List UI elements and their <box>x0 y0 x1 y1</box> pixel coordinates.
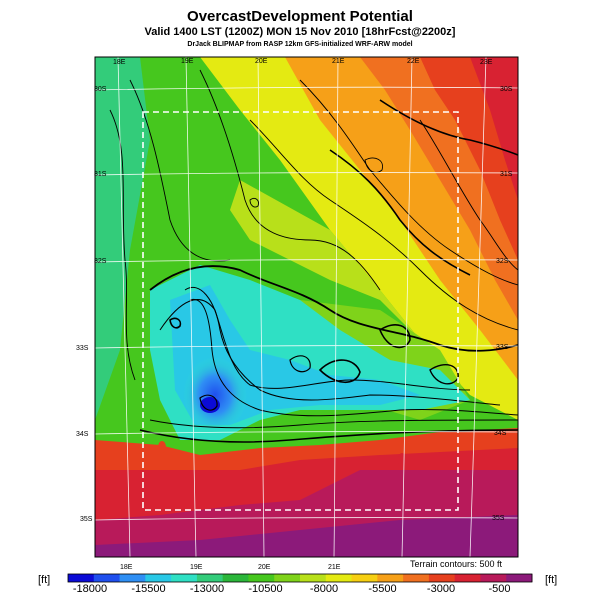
colorbar-swatch <box>506 574 533 582</box>
colorbar-tick-label: -3000 <box>427 583 455 595</box>
colorbar-tick-label: -10500 <box>248 583 282 595</box>
lon-label: 19E <box>181 58 194 65</box>
lat-label: 30S <box>94 86 107 93</box>
lon-label: 19E <box>190 564 203 571</box>
lon-label: 22E <box>407 58 420 65</box>
colorbar-swatch <box>480 574 507 582</box>
lat-label: 31S <box>94 171 107 178</box>
lat-label: 34S <box>494 430 507 437</box>
colorbar-swatch <box>196 574 224 582</box>
colorbar-tick-label: -8000 <box>310 583 338 595</box>
colorbar-swatch <box>248 574 275 582</box>
colorbar <box>67 573 533 583</box>
map-frame <box>94 56 519 558</box>
colorbar-swatch <box>428 574 456 582</box>
lat-label: 33S <box>76 345 89 352</box>
colorbar-swatch <box>403 574 430 582</box>
map-subtitle: Valid 1400 LST (1200Z) MON 15 Nov 2010 [… <box>144 26 456 38</box>
coastal-spot-east <box>398 453 406 467</box>
lon-labels-bottom: 18E 19E 20E 21E <box>120 564 341 571</box>
lat-label: 35S <box>492 515 505 522</box>
colorbar-tick-label: -18000 <box>73 583 107 595</box>
map-title: OvercastDevelopment Potential <box>187 8 413 25</box>
lon-label: 21E <box>332 58 345 65</box>
colorbar-swatch <box>171 574 198 582</box>
lat-label: 33S <box>496 344 509 351</box>
lat-label: 32S <box>94 258 107 265</box>
colorbar-tick-label: -13000 <box>190 583 224 595</box>
colorbar-swatch <box>119 574 146 582</box>
colorbar-ticks: -18000 -15500 -13000 -10500 -8000 -5500 -3000 -… <box>73 583 511 595</box>
colorbar-swatch <box>274 574 301 582</box>
lat-labels-left: 30S 31S 32S 33S 34S 35S <box>76 86 107 523</box>
lat-label: 31S <box>500 171 513 178</box>
lon-label: 21E <box>328 564 341 571</box>
colorbar-swatch <box>222 574 249 582</box>
forecast-field <box>95 57 518 557</box>
inner-domain-box <box>142 111 459 511</box>
lon-label: 20E <box>258 564 271 571</box>
lat-label: 30S <box>500 86 513 93</box>
lon-label: 20E <box>255 58 268 65</box>
colorbar-tick-label: -500 <box>488 583 510 595</box>
colorbar-swatch <box>454 574 481 582</box>
lat-label: 34S <box>76 431 89 438</box>
colorbar-swatch <box>93 574 121 582</box>
colorbar-swatch <box>300 574 327 582</box>
map-credit: DrJack BLIPMAP from RASP 12km GFS-initia… <box>187 41 413 48</box>
colorbar-swatch <box>145 574 172 582</box>
colorbar-swatch <box>68 574 95 582</box>
lon-label: 23E <box>480 59 493 66</box>
lon-label: 18E <box>120 564 133 571</box>
coastal-spot-west <box>158 441 166 453</box>
colorbar-unit-right: [ft] <box>545 574 557 586</box>
lat-label: 32S <box>496 258 509 265</box>
lon-labels-top: 18E 19E 20E 21E 22E 23E <box>113 58 493 66</box>
colorbar-swatch <box>377 574 404 582</box>
colorbar-tick-label: -15500 <box>131 583 165 595</box>
colorbar-swatch <box>351 574 378 582</box>
colorbar-tick-label: -5500 <box>368 583 396 595</box>
lat-labels-right: 30S 31S 32S 33S 34S 35S <box>492 86 513 522</box>
colorbar-swatch <box>325 574 353 582</box>
lat-label: 35S <box>80 516 93 523</box>
lon-label: 18E <box>113 59 126 66</box>
colorbar-unit-left: [ft] <box>38 574 50 586</box>
terrain-contour-note: Terrain contours: 500 ft <box>410 559 503 569</box>
colorbar-frame <box>67 573 533 583</box>
